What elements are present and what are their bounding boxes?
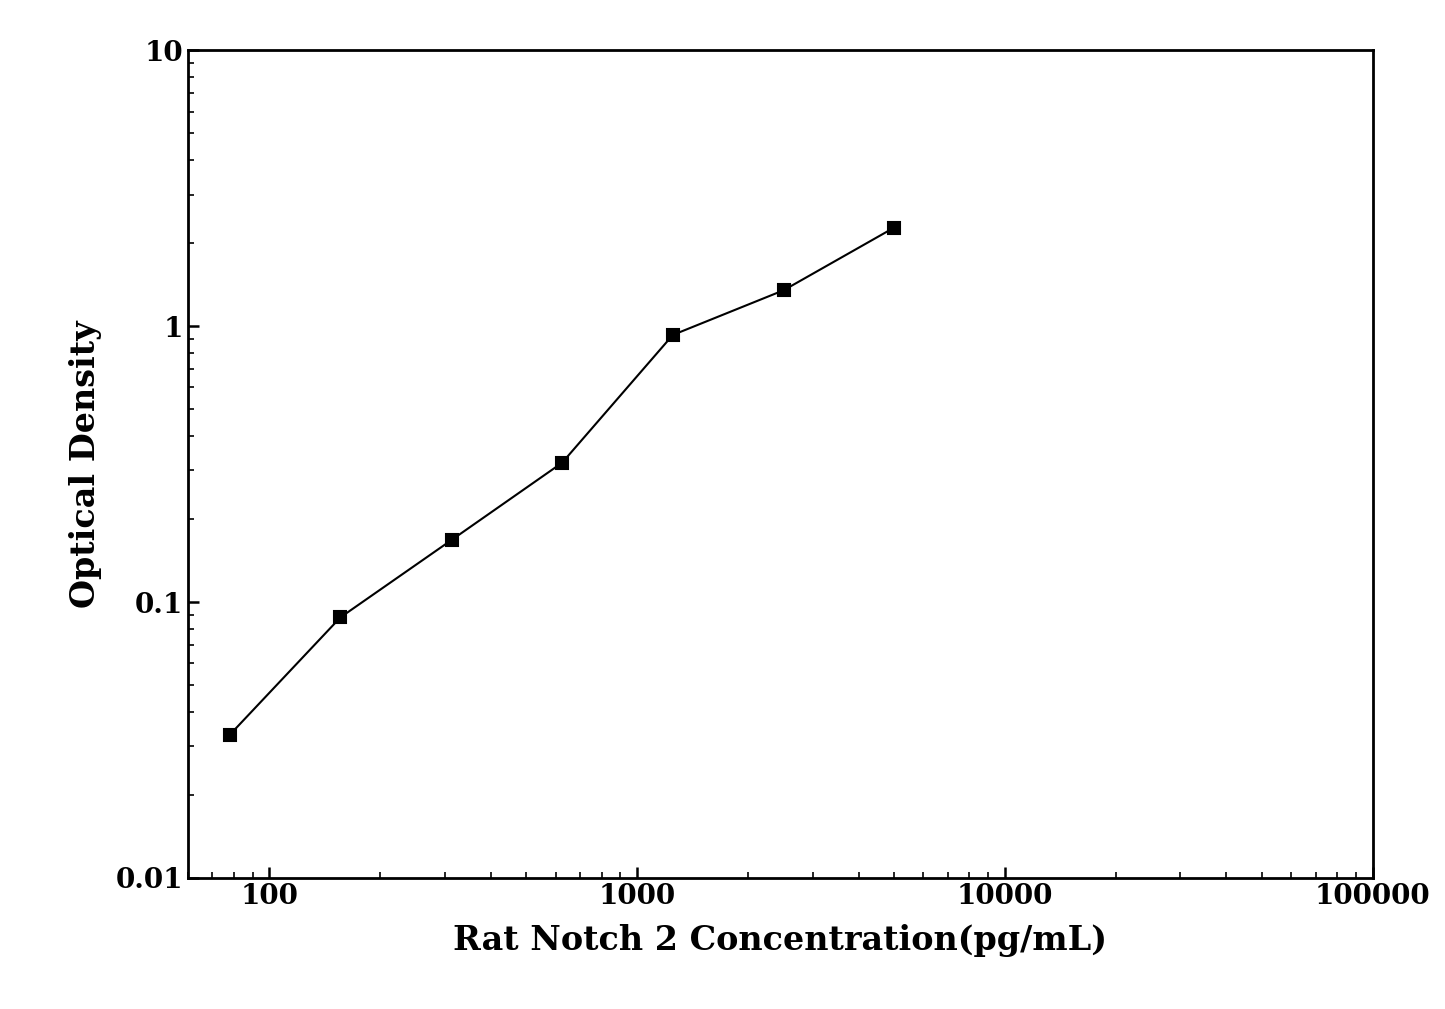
Y-axis label: Optical Density: Optical Density (68, 320, 101, 608)
X-axis label: Rat Notch 2 Concentration(pg/mL): Rat Notch 2 Concentration(pg/mL) (454, 923, 1107, 957)
